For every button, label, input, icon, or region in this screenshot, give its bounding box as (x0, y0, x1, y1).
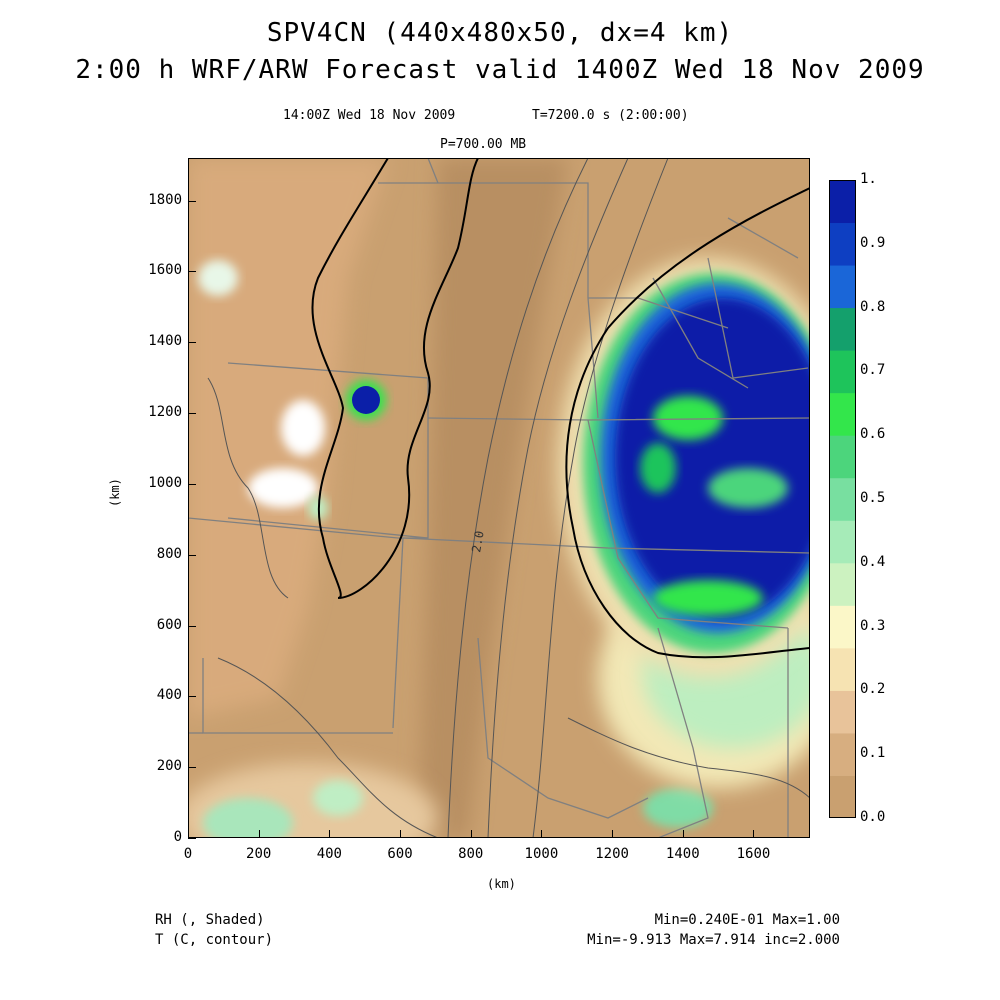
x-tick-label: 1400 (665, 846, 700, 862)
plot-frame (188, 158, 810, 838)
contour-label: 2.0 (469, 530, 487, 554)
shaded-field-label: RH (, Shaded) (155, 912, 265, 928)
y-tick-mark (188, 483, 196, 485)
valid-time-label: 14:00Z Wed 18 Nov 2009 (283, 108, 456, 123)
colorbar-swatch (829, 392, 856, 436)
y-tick-mark (188, 696, 196, 698)
x-tick-label: 0 (183, 846, 193, 862)
y-tick-mark (188, 342, 196, 344)
x-tick-mark (258, 830, 260, 838)
rh-embedded-green-3 (653, 580, 763, 616)
x-tick-mark (541, 830, 543, 838)
rh-map-plot: 2.0 (188, 158, 810, 838)
y-tick-mark (188, 271, 196, 273)
colorbar-swatch (829, 562, 856, 606)
plot-title-line1: SPV4CN (440x480x50, dx=4 km) (266, 18, 734, 48)
x-tick-label: 1600 (736, 846, 771, 862)
colorbar-swatch (829, 775, 856, 818)
x-tick-label: 600 (387, 846, 413, 862)
colorbar-swatch (829, 732, 856, 776)
x-axis-label: (km) (487, 877, 516, 891)
y-tick-mark (188, 200, 196, 202)
plot-title-line2: 2:00 h WRF/ARW Forecast valid 1400Z Wed … (75, 55, 925, 85)
x-tick-label: 1200 (595, 846, 629, 862)
contour-field-label: T (C, contour) (155, 932, 274, 948)
rh-white-patch-2 (281, 400, 325, 456)
colorbar-label: 1. (860, 171, 877, 187)
rh-southern-green-patch (203, 798, 293, 838)
colorbar-swatch (829, 477, 856, 521)
shaded-field-stats: Min=0.240E-01 Max=1.00 (654, 912, 840, 928)
colorbar-swatch (829, 307, 856, 351)
y-tick-mark (188, 767, 196, 769)
x-tick-mark (612, 830, 614, 838)
temperature-contours (207, 158, 810, 838)
colorbar-swatch (829, 180, 856, 224)
x-tick-mark (753, 830, 755, 838)
rh-central-dry-band (418, 158, 568, 838)
x-tick-mark (470, 830, 472, 838)
colorbar-swatch (829, 605, 856, 649)
rh-embedded-green-2 (708, 468, 788, 508)
rh-embedded-green-1 (653, 396, 723, 440)
rh-small-cell-core (352, 386, 380, 414)
colorbar-label: 0.6 (860, 426, 886, 443)
y-tick-mark (188, 554, 196, 556)
rh-embedded-green-4 (640, 443, 676, 493)
colorbar-swatch (829, 350, 856, 394)
colorbar-swatch (829, 222, 856, 266)
colorbar-frame (829, 180, 856, 818)
y-tick-label: 0 (173, 829, 182, 845)
x-tick-label: 800 (458, 846, 484, 862)
y-tick-mark (188, 838, 196, 839)
colorbar-label: 0.1 (860, 745, 886, 762)
colorbar (829, 180, 856, 818)
contour-field-stats: Min=-9.913 Max=7.914 inc=2.000 (587, 932, 840, 948)
y-tick-label: 1000 (148, 474, 182, 491)
colorbar-label: 0.3 (860, 617, 886, 634)
y-tick-label: 1200 (148, 404, 182, 420)
x-tick-label: 400 (316, 846, 342, 862)
y-tick-label: 400 (156, 687, 182, 704)
x-tick-label: 1000 (524, 846, 559, 862)
colorbar-label: 0.2 (860, 681, 886, 698)
y-tick-label: 1400 (148, 333, 182, 350)
x-tick-mark (400, 830, 402, 838)
colorbar-swatch (829, 435, 856, 479)
y-tick-label: 1600 (148, 262, 182, 279)
pressure-level-label: P=700.00 MB (440, 137, 527, 152)
y-tick-label: 1800 (148, 191, 182, 208)
rh-white-patch-1 (248, 468, 318, 508)
y-tick-label: 200 (156, 758, 182, 775)
y-tick-label: 800 (156, 545, 182, 562)
map-canvas: 2.0 (188, 158, 810, 838)
colorbar-label: 0.0 (860, 809, 886, 825)
colorbar-swatch (829, 265, 856, 309)
y-axis-label: (km) (108, 478, 122, 507)
colorbar-swatch (829, 647, 856, 691)
colorbar-label: 0.4 (860, 553, 886, 570)
rh-southeast-green-patch (643, 788, 713, 828)
colorbar-label: 0.9 (860, 234, 886, 251)
x-tick-mark (682, 830, 684, 838)
y-tick-label: 600 (156, 616, 182, 633)
colorbar-label: 0.7 (860, 362, 886, 379)
x-tick-mark (188, 830, 189, 838)
rh-system-saturated-core (615, 298, 810, 618)
colorbar-label: 0.5 (860, 490, 886, 506)
y-tick-mark (188, 413, 196, 414)
state-boundaries (188, 158, 810, 838)
colorbar-swatch (829, 690, 856, 734)
y-tick-mark (188, 625, 196, 627)
x-tick-label: 200 (246, 846, 272, 862)
colorbar-label: 0.8 (860, 298, 886, 315)
forecast-time-label: T=7200.0 s (2:00:00) (532, 108, 689, 123)
rh-southern-green-patch-2 (313, 780, 363, 816)
rh-white-patch-3 (198, 260, 238, 296)
zero-degree-contours (311, 158, 810, 659)
x-tick-mark (329, 830, 331, 838)
colorbar-swatch (829, 520, 856, 564)
